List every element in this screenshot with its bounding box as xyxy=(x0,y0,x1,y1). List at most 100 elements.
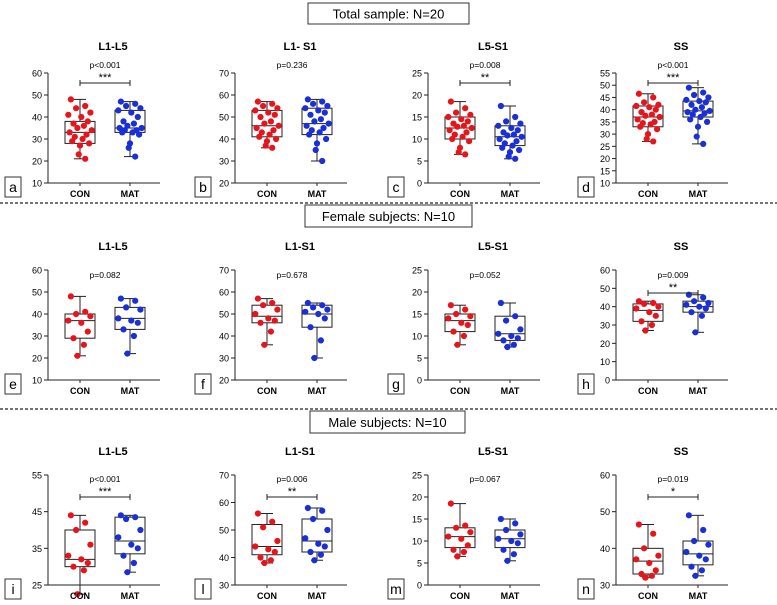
y-tick-label: 20 xyxy=(600,339,610,349)
section-title-box-total xyxy=(307,2,470,25)
series-con xyxy=(444,98,476,158)
data-point xyxy=(261,120,268,127)
y-tick-label: 35 xyxy=(600,117,610,127)
data-point xyxy=(132,297,139,304)
x-tick-label: MAT xyxy=(501,189,520,199)
data-point xyxy=(503,526,510,534)
box xyxy=(251,304,283,324)
data-point xyxy=(687,116,694,123)
data-point xyxy=(700,294,707,301)
data-point xyxy=(705,541,712,548)
data-point xyxy=(269,299,276,307)
data-point xyxy=(445,533,452,540)
panel-letter: m xyxy=(390,581,402,597)
data-point xyxy=(462,306,469,313)
y-tick-label: 50 xyxy=(219,526,229,536)
y-tick-label: 60 xyxy=(32,266,42,276)
data-point xyxy=(648,572,656,579)
data-point xyxy=(688,101,695,108)
data-point xyxy=(319,98,326,105)
data-point xyxy=(134,319,141,326)
data-point xyxy=(683,96,690,103)
data-point xyxy=(136,131,143,138)
data-point xyxy=(510,551,517,558)
data-point xyxy=(499,144,506,151)
data-point xyxy=(260,302,267,309)
data-point xyxy=(650,138,657,145)
data-point xyxy=(455,149,462,156)
data-point xyxy=(275,122,282,129)
significance-stars: * xyxy=(671,486,676,498)
data-point xyxy=(650,94,657,101)
data-point xyxy=(83,131,90,138)
x-tick-label: CON xyxy=(450,591,470,601)
data-point xyxy=(517,120,524,127)
data-point xyxy=(684,109,691,116)
data-point xyxy=(323,135,330,143)
y-tick-label: 15 xyxy=(600,166,610,176)
data-point xyxy=(464,118,471,125)
panel-e: L1-L5 10 20 30 40 50 60 CON MAT p=0.082 e xyxy=(4,241,160,396)
data-point xyxy=(655,552,662,559)
data-point xyxy=(691,537,698,545)
data-point xyxy=(302,535,309,542)
y-tick-label: 25 xyxy=(412,69,422,79)
data-point xyxy=(319,507,326,514)
x-tick-label: MAT xyxy=(308,189,327,199)
y-tick-label: 60 xyxy=(219,91,229,101)
data-point xyxy=(317,116,324,123)
y-tick-label: 50 xyxy=(219,310,229,320)
data-point xyxy=(73,310,80,318)
significance-stars: ** xyxy=(288,486,297,498)
data-point xyxy=(512,155,519,162)
data-point xyxy=(462,105,469,112)
data-point xyxy=(267,118,274,125)
data-point xyxy=(75,151,82,158)
data-point xyxy=(115,107,122,114)
series-con xyxy=(632,298,664,334)
data-point xyxy=(643,135,650,143)
data-point xyxy=(67,96,74,103)
x-tick-label: CON xyxy=(257,591,277,601)
y-tick-label: 25 xyxy=(32,581,42,591)
y-tick-label: 20 xyxy=(32,354,42,364)
data-point xyxy=(705,299,712,307)
data-point xyxy=(265,315,272,322)
data-point xyxy=(315,107,322,114)
data-point xyxy=(302,105,309,112)
data-point xyxy=(273,135,280,143)
panel-letter: a xyxy=(9,179,17,195)
data-point xyxy=(269,518,276,525)
data-point xyxy=(257,113,264,121)
data-point xyxy=(512,313,519,320)
panel-title: L1-L5 xyxy=(98,241,127,253)
data-point xyxy=(311,354,318,362)
data-point xyxy=(638,318,645,325)
data-point xyxy=(82,519,89,526)
data-point xyxy=(74,352,81,359)
data-point xyxy=(317,551,324,558)
series-mat xyxy=(114,512,146,576)
x-tick-label: CON xyxy=(638,189,658,199)
data-point xyxy=(449,135,456,143)
data-point xyxy=(635,521,643,528)
x-tick-label: CON xyxy=(450,189,470,199)
data-point xyxy=(700,140,707,147)
data-point xyxy=(705,94,712,101)
panel-l: L1-S1 30 40 50 60 70 CON MAT p=0.006 ** l xyxy=(194,446,347,601)
data-point xyxy=(132,100,139,107)
data-point xyxy=(683,301,690,308)
data-point xyxy=(123,102,130,110)
data-point xyxy=(458,535,465,542)
panel-title: L1-L5 xyxy=(98,41,127,53)
p-value: p<0.001 xyxy=(658,60,689,70)
data-point xyxy=(137,526,144,534)
data-point xyxy=(635,90,643,97)
x-tick-label: CON xyxy=(638,591,658,601)
data-point xyxy=(267,557,274,564)
series-con xyxy=(632,90,664,145)
data-point xyxy=(458,116,465,123)
significance-stars: *** xyxy=(667,72,681,84)
data-point xyxy=(706,107,713,114)
data-point xyxy=(262,142,269,149)
